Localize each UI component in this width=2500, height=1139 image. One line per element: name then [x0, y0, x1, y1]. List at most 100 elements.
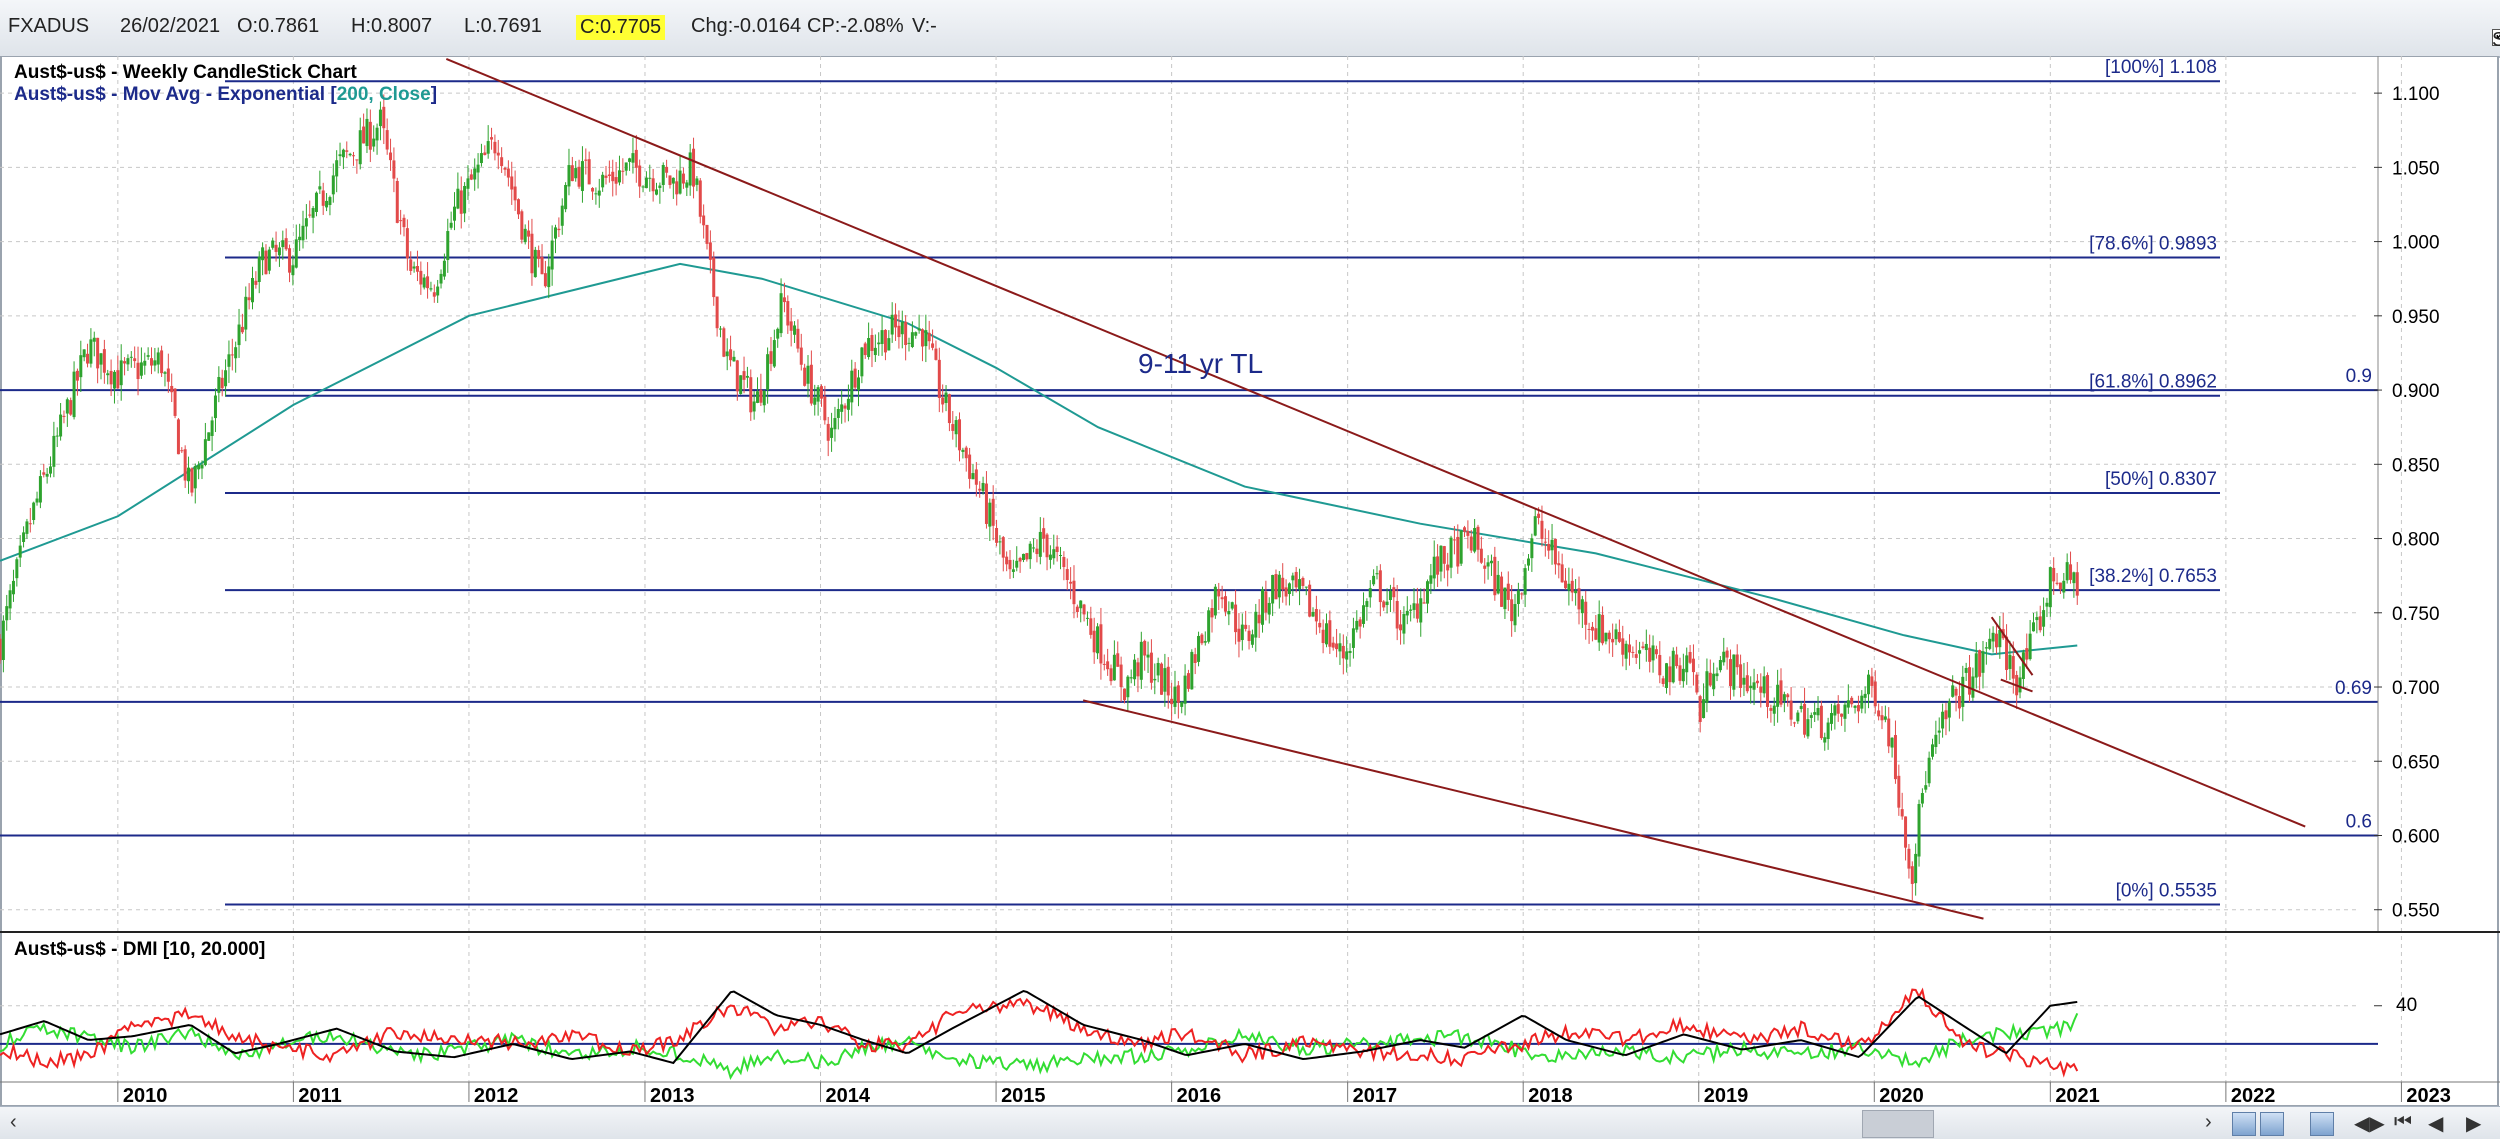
- candle-up: [2072, 572, 2076, 584]
- scrollbar[interactable]: ‹ › ◀▶ ⏮ ◀ ▶: [0, 1106, 2500, 1139]
- candle-down: [1735, 654, 1739, 668]
- candle-down: [611, 171, 615, 182]
- candle-down: [826, 423, 830, 441]
- trendline[interactable]: [1990, 616, 2034, 676]
- zoom-out-icon[interactable]: [2260, 1112, 2284, 1136]
- candle-down: [368, 121, 372, 150]
- candle-up: [1362, 605, 1366, 624]
- candle-up: [1230, 602, 1234, 609]
- candle-down: [133, 358, 137, 362]
- candle-down: [1547, 543, 1551, 551]
- candle-down: [230, 354, 234, 356]
- candle-up: [813, 397, 817, 405]
- candle-up: [1776, 684, 1780, 707]
- candle-up: [52, 435, 56, 467]
- candle-down: [1456, 536, 1460, 567]
- trendline[interactable]: [1082, 699, 1984, 920]
- candle-up: [412, 266, 416, 269]
- candle-down: [614, 177, 618, 184]
- candle-up: [1513, 604, 1517, 626]
- candle-up: [375, 127, 379, 141]
- candle-up: [1429, 575, 1433, 584]
- candle-down: [1786, 694, 1790, 698]
- checkbox-icon[interactable]: [2492, 25, 2500, 46]
- candle-down: [1658, 655, 1662, 676]
- close-value: C:0.7705: [576, 15, 666, 40]
- go-start-icon[interactable]: ⏮: [2394, 1111, 2412, 1133]
- candle-up: [261, 247, 265, 261]
- candle-up: [745, 375, 749, 378]
- chart-area[interactable]: [100%] 1.108 [78.6%] 0.9893 [61.8%] 0.8962…: [0, 55, 2500, 1107]
- candle-up: [1941, 711, 1945, 729]
- candle-down: [705, 224, 709, 244]
- candlestick-chart-svg[interactable]: [100%] 1.108 [78.6%] 0.9893 [61.8%] 0.8962…: [0, 55, 2500, 1107]
- fib-label: [61.8%] 0.8962: [2089, 372, 2217, 393]
- candle-down: [1688, 651, 1692, 663]
- candle-down: [1594, 628, 1598, 640]
- next-icon[interactable]: ▶: [2466, 1113, 2482, 1135]
- trendlines[interactable]: [445, 58, 2306, 920]
- candle-up: [429, 288, 433, 290]
- candle-down: [1166, 666, 1170, 696]
- candle-down: [1331, 642, 1335, 648]
- candle-up: [1425, 581, 1429, 604]
- fit-icon[interactable]: [2310, 1112, 2334, 1136]
- candle-down: [769, 351, 773, 364]
- candle-up: [2031, 622, 2035, 632]
- candle-down: [1176, 685, 1180, 703]
- ma-legend-period: 200: [337, 84, 369, 105]
- candle-down: [1264, 591, 1268, 613]
- candle-up: [1567, 583, 1571, 591]
- candle-down: [123, 361, 127, 364]
- zoom-in-icon[interactable]: [2232, 1112, 2256, 1136]
- fib-label: [0%] 0.5535: [2116, 881, 2217, 902]
- candle-down: [1631, 651, 1635, 653]
- price-tick-label: 1.000: [2392, 233, 2440, 254]
- pan-both-icon[interactable]: ◀▶: [2354, 1113, 2385, 1135]
- candle-up: [685, 182, 689, 188]
- candle-down: [1840, 713, 1844, 717]
- candle-up: [597, 190, 601, 196]
- candle-up: [550, 240, 554, 270]
- candle-up: [1860, 695, 1864, 709]
- candle-up: [917, 328, 921, 331]
- candle-up: [311, 208, 315, 218]
- candle-down: [1294, 571, 1298, 588]
- candle-down: [426, 276, 430, 289]
- candle-up: [277, 247, 281, 256]
- trendline[interactable]: [2000, 678, 2033, 693]
- candle-down: [288, 248, 292, 273]
- candle-up: [1580, 599, 1584, 614]
- candle-up: [533, 249, 537, 278]
- dmi-lines: [0, 987, 2382, 1081]
- candle-down: [180, 450, 184, 452]
- candle-up: [1048, 554, 1052, 560]
- candle-down: [1308, 584, 1312, 617]
- prev-icon[interactable]: ◀: [2428, 1113, 2444, 1135]
- candle-up: [1964, 667, 1968, 673]
- scroll-right-arrow-icon[interactable]: ›: [2205, 1111, 2212, 1133]
- candle-up: [1419, 598, 1423, 623]
- level-label: 0.69: [2335, 678, 2372, 699]
- candle-down: [1621, 638, 1625, 655]
- trendline[interactable]: [445, 58, 2306, 828]
- scroll-thumb[interactable]: [1862, 1110, 1934, 1138]
- candle-up: [873, 347, 877, 356]
- candle-down: [621, 170, 625, 172]
- candle-up: [1412, 603, 1416, 610]
- candle-down: [382, 106, 386, 129]
- candles: [0, 94, 2079, 901]
- scroll-left-arrow-icon[interactable]: ‹: [10, 1111, 17, 1133]
- candle-up: [1614, 629, 1618, 640]
- high-value: H:0.8007: [351, 15, 433, 37]
- candle-down: [587, 159, 591, 185]
- candle-down: [1170, 698, 1174, 705]
- candle-up: [11, 580, 15, 595]
- candle-down: [419, 270, 423, 285]
- candle-up: [99, 353, 103, 365]
- candle-down: [1045, 534, 1049, 558]
- candle-up: [1644, 643, 1648, 651]
- candle-down: [469, 174, 473, 180]
- candle-up: [187, 467, 191, 482]
- candle-down: [974, 469, 978, 485]
